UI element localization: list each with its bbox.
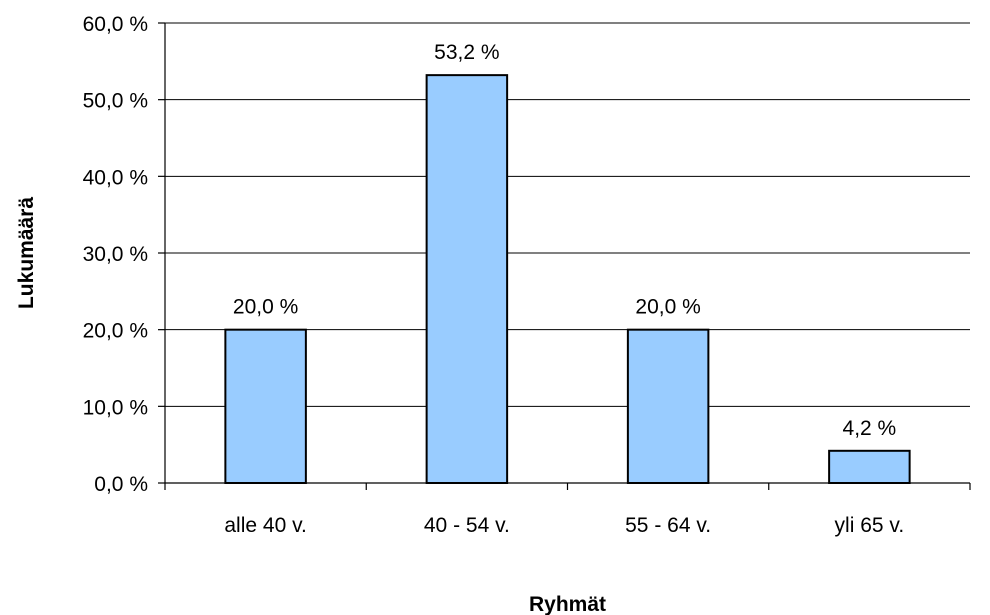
- y-tick-label: 50,0 %: [83, 90, 148, 113]
- x-category-label: 40 - 54 v.: [424, 514, 510, 537]
- y-tick-label: 40,0 %: [83, 166, 148, 189]
- bar-value-label: 4,2 %: [843, 417, 897, 440]
- y-axis-title: Lukumäärä: [15, 197, 38, 309]
- y-tick-label: 60,0 %: [83, 13, 148, 36]
- bars: [224, 74, 911, 484]
- y-tick-label: 30,0 %: [83, 243, 148, 266]
- bar: [828, 449, 911, 484]
- data-labels: 20,0 % 53,2 % 20,0 % 4,2 %: [233, 41, 896, 440]
- y-axis-ticks: 0,0 % 10,0 % 20,0 % 30,0 % 40,0 % 50,0 % 60,0 …: [83, 13, 165, 496]
- y-tick-label: 20,0 %: [83, 320, 148, 343]
- bar: [626, 328, 710, 484]
- y-tick-label: 0,0 %: [94, 473, 148, 496]
- x-axis-ticks: alle 40 v. 40 - 54 v. 55 - 64 v. yli 65 v.: [164, 483, 971, 537]
- x-category-label: 55 - 64 v.: [625, 514, 711, 537]
- y-tick-label: 10,0 %: [83, 396, 148, 419]
- bar: [425, 74, 509, 484]
- x-category-label: yli 65 v.: [835, 514, 905, 537]
- x-category-label: alle 40 v.: [224, 514, 307, 537]
- bar: [224, 328, 307, 484]
- bar-value-label: 20,0 %: [635, 296, 700, 319]
- bar-value-label: 53,2 %: [434, 41, 499, 64]
- bar-value-label: 20,0 %: [233, 296, 298, 319]
- x-axis-title: Ryhmät: [529, 593, 606, 615]
